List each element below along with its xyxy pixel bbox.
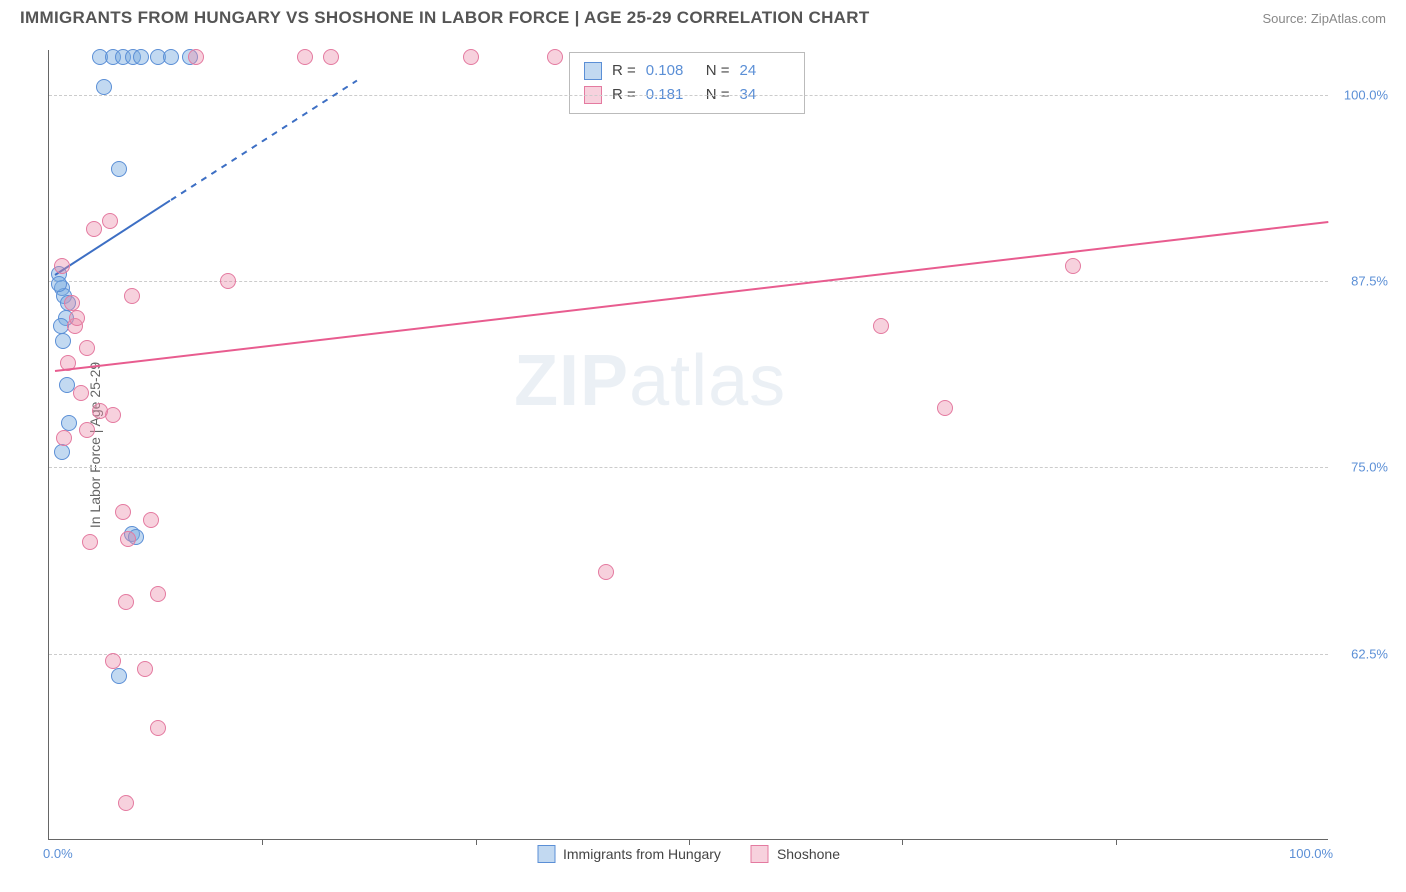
gridline-h <box>49 95 1328 96</box>
data-point <box>56 430 72 446</box>
data-point <box>150 586 166 602</box>
bottom-legend-label: Immigrants from Hungary <box>563 846 721 862</box>
data-point <box>323 49 339 65</box>
x-tick-label: 0.0% <box>43 846 73 861</box>
trend-line <box>55 221 1329 372</box>
data-point <box>937 400 953 416</box>
watermark: ZIPatlas <box>514 340 786 422</box>
y-tick-label: 62.5% <box>1333 646 1388 661</box>
trend-line <box>170 80 357 201</box>
chart-container: In Labor Force | Age 25-29 ZIPatlas R =0… <box>48 50 1388 840</box>
data-point <box>220 273 236 289</box>
data-point <box>73 385 89 401</box>
data-point <box>96 79 112 95</box>
gridline-h <box>49 281 1328 282</box>
data-point <box>51 276 67 292</box>
legend-swatch <box>584 62 602 80</box>
data-point <box>105 653 121 669</box>
page-title: IMMIGRANTS FROM HUNGARY VS SHOSHONE IN L… <box>20 8 870 28</box>
y-tick-label: 87.5% <box>1333 274 1388 289</box>
data-point <box>297 49 313 65</box>
bottom-legend-item: Shoshone <box>751 845 840 863</box>
data-point <box>133 49 149 65</box>
data-point <box>92 403 108 419</box>
data-point <box>120 531 136 547</box>
data-point <box>82 534 98 550</box>
data-point <box>1065 258 1081 274</box>
gridline-h <box>49 654 1328 655</box>
legend-swatch <box>537 845 555 863</box>
data-point <box>102 213 118 229</box>
data-point <box>64 295 80 311</box>
data-point <box>118 594 134 610</box>
data-point <box>137 661 153 677</box>
x-minor-tick <box>689 839 690 845</box>
legend-row: R = 0.108 N = 24 <box>584 59 790 83</box>
series-legend: Immigrants from Hungary Shoshone <box>537 845 840 863</box>
data-point <box>188 49 204 65</box>
data-point <box>163 49 179 65</box>
data-point <box>54 258 70 274</box>
data-point <box>115 504 131 520</box>
data-point <box>598 564 614 580</box>
x-minor-tick <box>262 839 263 845</box>
legend-n-value: 24 <box>740 59 790 83</box>
plot-area: ZIPatlas R =0.108N =24R =0.181N =34 Immi… <box>48 50 1328 840</box>
data-point <box>150 720 166 736</box>
legend-n-label: N = <box>706 59 730 83</box>
data-point <box>118 795 134 811</box>
x-minor-tick <box>1116 839 1117 845</box>
data-point <box>111 668 127 684</box>
correlation-legend: R =0.108N =24R =0.181N =34 <box>569 52 805 114</box>
data-point <box>111 161 127 177</box>
bottom-legend-item: Immigrants from Hungary <box>537 845 721 863</box>
x-tick-label: 100.0% <box>1289 846 1333 861</box>
source-label: Source: ZipAtlas.com <box>1262 11 1386 26</box>
x-minor-tick <box>476 839 477 845</box>
data-point <box>79 422 95 438</box>
legend-swatch <box>751 845 769 863</box>
gridline-h <box>49 467 1328 468</box>
data-point <box>54 444 70 460</box>
data-point <box>873 318 889 334</box>
y-tick-label: 75.0% <box>1333 460 1388 475</box>
data-point <box>143 512 159 528</box>
bottom-legend-label: Shoshone <box>777 846 840 862</box>
data-point <box>86 221 102 237</box>
data-point <box>124 288 140 304</box>
data-point <box>61 415 77 431</box>
data-point <box>79 340 95 356</box>
trend-line <box>55 199 171 275</box>
data-point <box>547 49 563 65</box>
data-point <box>69 310 85 326</box>
legend-r-label: R = <box>612 59 636 83</box>
y-tick-label: 100.0% <box>1333 87 1388 102</box>
data-point <box>55 333 71 349</box>
legend-r-value: 0.108 <box>646 59 696 83</box>
x-minor-tick <box>902 839 903 845</box>
data-point <box>463 49 479 65</box>
